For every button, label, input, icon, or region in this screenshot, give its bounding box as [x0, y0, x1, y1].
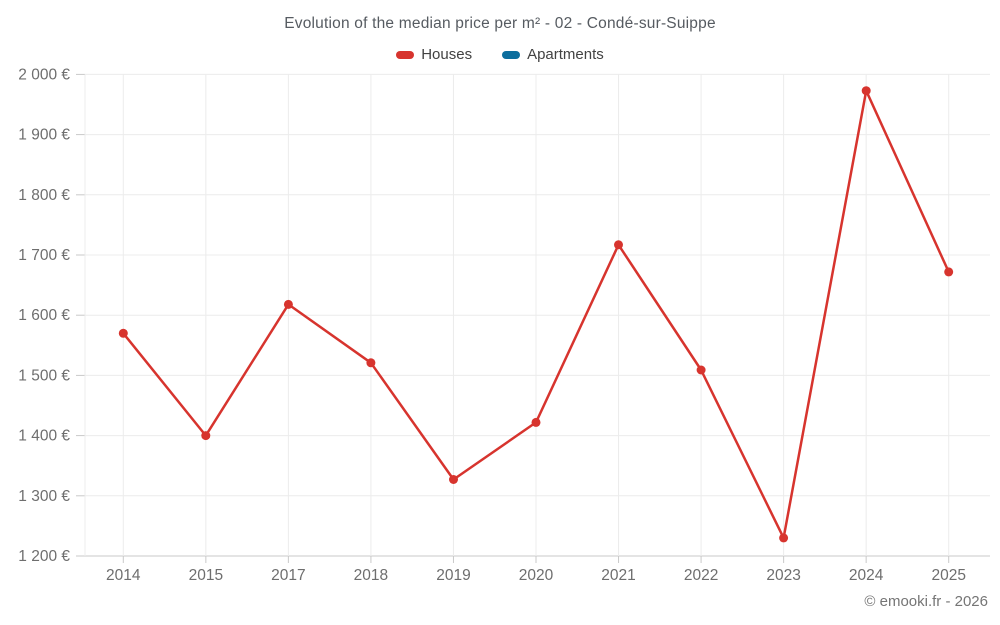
x-tick-label: 2021: [601, 567, 635, 584]
x-tick-label: 2019: [436, 567, 470, 584]
copyright-text: © emooki.fr - 2026: [864, 593, 988, 610]
x-tick-label: 2025: [931, 567, 965, 584]
data-point-houses-2024: [861, 86, 871, 96]
x-tick-label: 2023: [766, 567, 800, 584]
x-tick-label: 2022: [684, 567, 718, 584]
x-tick-label: 2018: [354, 567, 388, 584]
x-tick-label: 2015: [189, 567, 223, 584]
y-tick-label: 1 400 €: [18, 428, 70, 445]
legend-swatch-icon: [502, 50, 521, 59]
data-point-houses-2018: [366, 358, 376, 368]
x-tick-label: 2014: [106, 567, 141, 584]
data-point-houses-2015: [201, 431, 211, 441]
y-tick-label: 1 300 €: [18, 488, 70, 505]
data-point-houses-2021: [614, 240, 623, 250]
data-point-houses-2025: [944, 267, 954, 277]
legend-label: Apartments: [527, 46, 604, 63]
data-point-houses-2022: [696, 365, 706, 375]
y-tick-label: 1 600 €: [18, 307, 70, 324]
chart-legend: Houses Apartments: [0, 46, 1000, 63]
data-point-houses-2019: [449, 475, 458, 484]
data-point-houses-2017: [283, 299, 293, 309]
chart-title: Evolution of the median price per m² - 0…: [284, 15, 716, 32]
y-tick-label: 1 700 €: [18, 247, 70, 264]
data-point-houses-2023: [779, 533, 789, 543]
x-tick-label: 2024: [849, 567, 884, 584]
y-tick-label: 1 500 €: [18, 367, 70, 384]
x-tick-label: 2020: [519, 567, 554, 584]
legend-label: Houses: [421, 46, 473, 63]
y-tick-label: 1 900 €: [18, 127, 70, 144]
y-tick-label: 2 000 €: [18, 66, 70, 83]
data-point-houses-2014: [118, 328, 128, 338]
y-tick-label: 1 200 €: [18, 548, 70, 565]
x-tick-label: 2017: [271, 567, 305, 584]
y-tick-label: 1 800 €: [18, 187, 70, 204]
legend-item-houses[interactable]: Houses: [396, 46, 472, 63]
legend-item-apartments[interactable]: Apartments: [502, 46, 604, 63]
legend-swatch-icon: [396, 50, 415, 59]
data-point-houses-2020: [531, 417, 541, 427]
